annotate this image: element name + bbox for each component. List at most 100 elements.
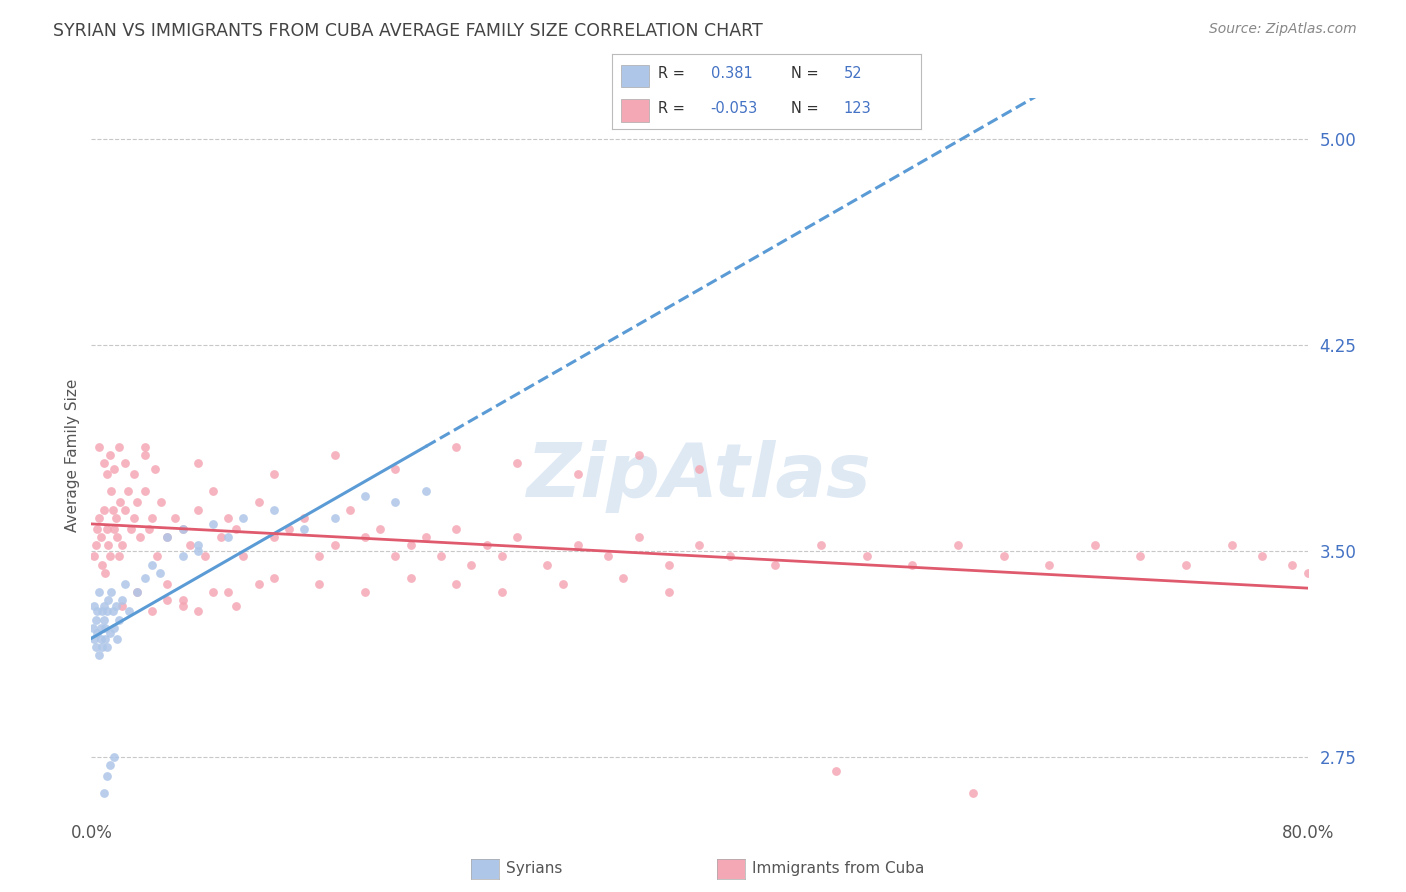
Point	[1174, 558, 1197, 572]
Point	[765, 558, 787, 572]
Point	[187, 604, 209, 618]
Point	[89, 621, 111, 635]
Point	[114, 503, 136, 517]
Point	[150, 494, 173, 508]
Point	[97, 539, 120, 553]
Point	[101, 604, 124, 618]
Text: Source: ZipAtlas.com: Source: ZipAtlas.com	[1209, 22, 1357, 37]
Point	[444, 577, 467, 591]
Point	[323, 448, 346, 462]
Point	[399, 571, 422, 585]
Point	[101, 503, 124, 517]
Point	[1129, 549, 1152, 564]
Point	[100, 483, 122, 498]
Point	[93, 503, 115, 517]
Point	[612, 571, 634, 585]
Point	[98, 626, 121, 640]
Point	[247, 577, 270, 591]
Point	[368, 522, 391, 536]
Text: R =: R =	[658, 67, 685, 81]
Point	[96, 769, 118, 783]
Point	[87, 511, 110, 525]
Point	[114, 456, 136, 470]
Point	[96, 467, 118, 482]
Point	[86, 626, 108, 640]
Point	[84, 539, 107, 553]
Point	[84, 640, 107, 654]
Point	[202, 585, 225, 599]
Point	[87, 440, 110, 454]
Point	[156, 530, 179, 544]
Point	[122, 467, 145, 482]
Point	[94, 632, 117, 646]
Point	[98, 549, 121, 564]
Point	[156, 593, 179, 607]
Y-axis label: Average Family Size: Average Family Size	[65, 378, 80, 532]
Point	[93, 599, 115, 613]
Point	[91, 604, 114, 618]
Point	[96, 604, 118, 618]
Point	[120, 522, 142, 536]
Point	[946, 539, 969, 553]
Point	[993, 549, 1015, 564]
Point	[415, 530, 437, 544]
Point	[103, 522, 125, 536]
Point	[688, 539, 710, 553]
Point	[122, 511, 145, 525]
Point	[93, 456, 115, 470]
Point	[384, 549, 406, 564]
Point	[104, 511, 127, 525]
Point	[94, 566, 117, 580]
Text: Immigrants from Cuba: Immigrants from Cuba	[752, 862, 925, 876]
Point	[323, 511, 346, 525]
Point	[172, 549, 194, 564]
Point	[263, 467, 285, 482]
Point	[598, 549, 620, 564]
Point	[93, 785, 115, 799]
Point	[232, 549, 254, 564]
Point	[718, 549, 741, 564]
Point	[111, 593, 134, 607]
Point	[225, 599, 247, 613]
Point	[111, 539, 134, 553]
Point	[308, 549, 330, 564]
Point	[567, 467, 589, 482]
Point	[141, 558, 163, 572]
Point	[179, 539, 201, 553]
Point	[105, 530, 128, 544]
Text: SYRIAN VS IMMIGRANTS FROM CUBA AVERAGE FAMILY SIZE CORRELATION CHART: SYRIAN VS IMMIGRANTS FROM CUBA AVERAGE F…	[53, 22, 763, 40]
Point	[415, 483, 437, 498]
Bar	[621, 100, 648, 122]
Point	[187, 456, 209, 470]
Point	[658, 558, 681, 572]
Point	[100, 585, 122, 599]
Point	[475, 539, 498, 553]
Point	[107, 613, 129, 627]
Point	[323, 539, 346, 553]
Point	[1084, 539, 1107, 553]
Point	[399, 539, 422, 553]
Point	[105, 632, 128, 646]
Point	[627, 448, 650, 462]
Point	[138, 522, 160, 536]
Point	[232, 511, 254, 525]
Point	[354, 585, 377, 599]
Bar	[621, 64, 648, 87]
Text: N =: N =	[792, 67, 818, 81]
Point	[86, 604, 108, 618]
Point	[104, 599, 127, 613]
Point	[491, 549, 513, 564]
Point	[430, 549, 453, 564]
Point	[825, 764, 848, 778]
Point	[111, 599, 134, 613]
Point	[96, 522, 118, 536]
Point	[143, 461, 166, 475]
Point	[125, 585, 148, 599]
Point	[149, 566, 172, 580]
Point	[810, 539, 832, 553]
Point	[339, 503, 361, 517]
Point	[278, 522, 301, 536]
Point	[89, 530, 111, 544]
Point	[209, 530, 232, 544]
Point	[308, 577, 330, 591]
